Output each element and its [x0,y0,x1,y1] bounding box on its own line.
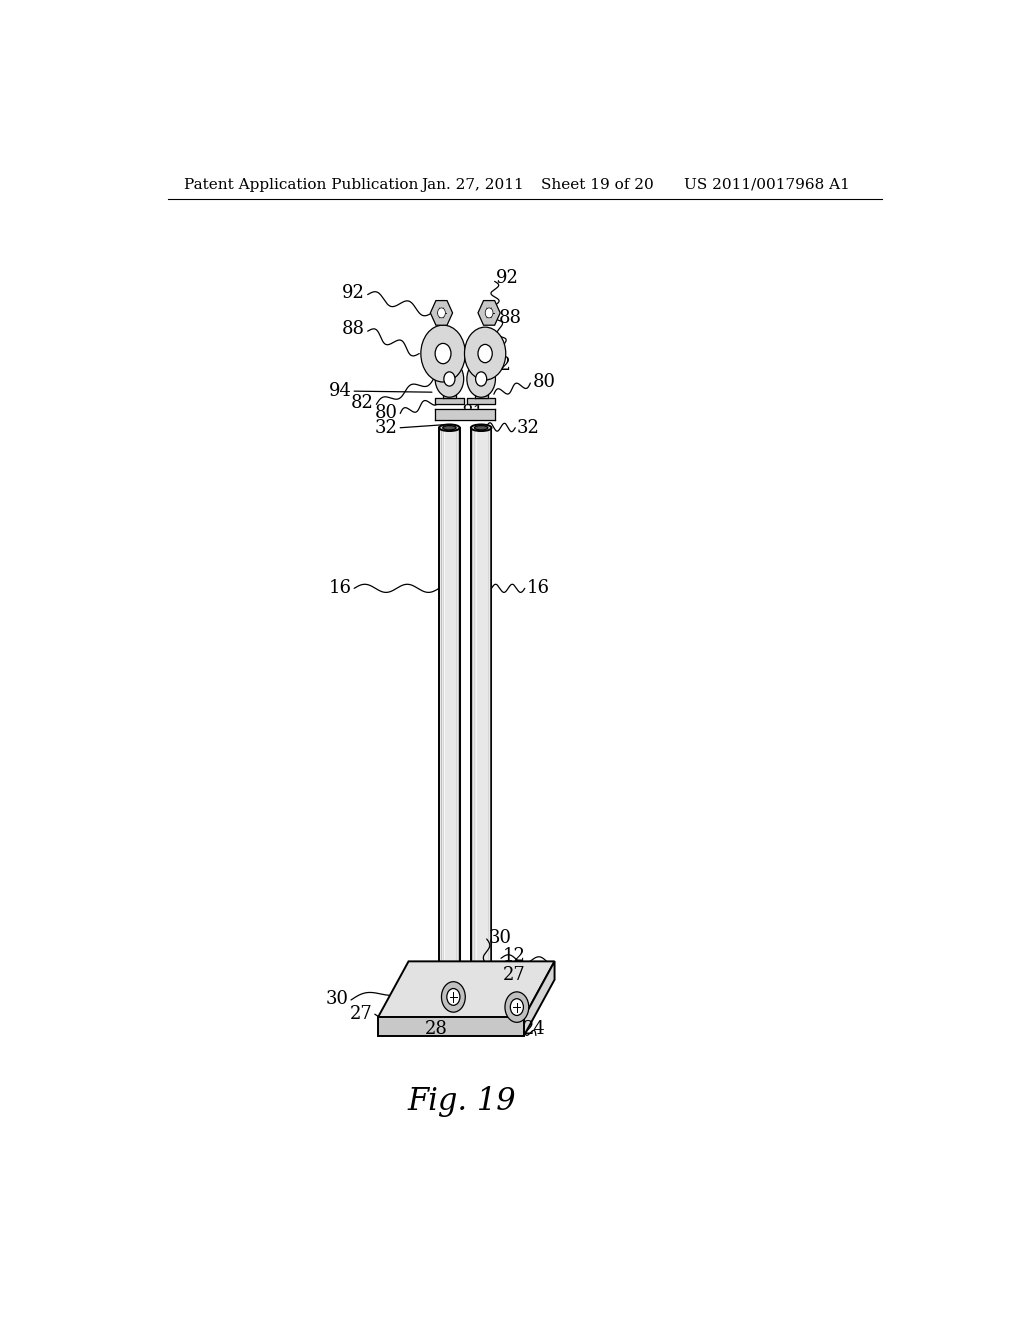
Text: 88: 88 [499,309,521,327]
Text: 32: 32 [517,418,540,437]
Polygon shape [378,1018,524,1036]
Text: 82: 82 [351,395,374,412]
Circle shape [435,360,464,397]
Text: Fig. 19: Fig. 19 [407,1086,516,1117]
Text: Sheet 19 of 20: Sheet 19 of 20 [541,178,653,191]
Circle shape [435,343,451,364]
Text: 27: 27 [503,965,525,983]
Circle shape [437,308,445,318]
Circle shape [485,308,493,318]
Text: 16: 16 [527,579,550,598]
Text: 88: 88 [341,321,365,338]
Text: 28: 28 [425,1020,447,1039]
Text: Jan. 27, 2011: Jan. 27, 2011 [422,178,524,191]
Circle shape [467,360,496,397]
Text: 92: 92 [496,269,518,288]
Text: 24: 24 [522,1020,545,1039]
Text: 30: 30 [326,990,348,1008]
Text: US 2011/0017968 A1: US 2011/0017968 A1 [684,178,849,191]
Polygon shape [430,301,453,325]
Circle shape [510,999,523,1015]
Text: 81: 81 [461,404,484,421]
Text: 27: 27 [349,1006,373,1023]
Text: 12: 12 [503,948,525,965]
Polygon shape [478,301,500,325]
Polygon shape [524,961,555,1036]
Text: 30: 30 [489,929,512,946]
Text: 32: 32 [375,418,397,437]
Text: Patent Application Publication: Patent Application Publication [183,178,418,191]
Text: 92: 92 [342,284,365,301]
Text: 80: 80 [532,374,556,391]
Circle shape [443,372,455,385]
Polygon shape [378,961,555,1018]
Text: 80: 80 [375,404,397,421]
Ellipse shape [442,425,456,430]
Ellipse shape [474,425,487,430]
Ellipse shape [439,425,460,432]
Circle shape [475,372,486,385]
Circle shape [478,345,493,363]
Ellipse shape [471,425,492,432]
Circle shape [465,327,506,380]
Circle shape [421,325,465,381]
Circle shape [441,982,465,1012]
Text: 16: 16 [329,579,352,598]
Text: 82: 82 [489,355,512,374]
Circle shape [446,989,460,1006]
Text: 94: 94 [329,383,352,400]
Circle shape [505,991,528,1022]
